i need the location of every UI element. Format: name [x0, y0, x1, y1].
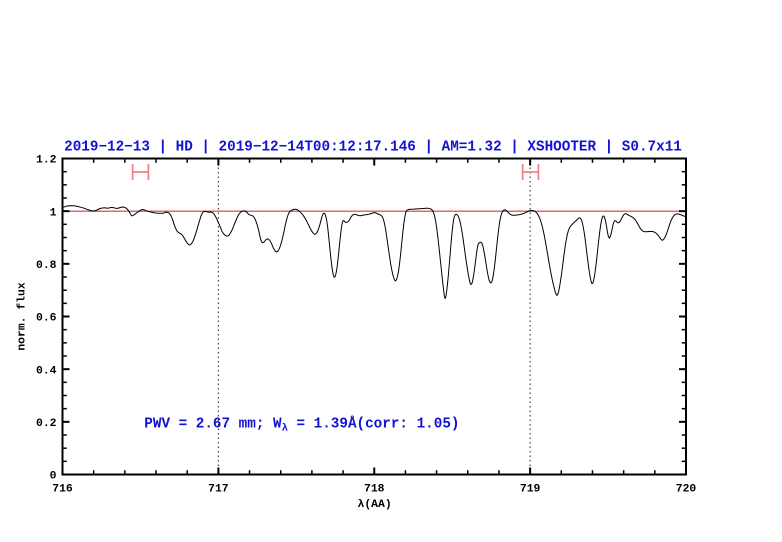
svg-text:PWV = 2.67 mm; Wλ = 1.39Å(corr: PWV = 2.67 mm; Wλ = 1.39Å(corr: 1.05): [144, 415, 459, 434]
svg-text:720: 720: [676, 484, 697, 496]
svg-text:0.6: 0.6: [36, 313, 57, 325]
svg-text:718: 718: [364, 484, 385, 496]
svg-text:716: 716: [52, 484, 73, 496]
svg-text:717: 717: [208, 484, 229, 496]
svg-text:0.8: 0.8: [36, 260, 57, 272]
svg-text:λ(AA): λ(AA): [358, 499, 392, 511]
svg-text:0.4: 0.4: [36, 365, 57, 377]
svg-text:1.2: 1.2: [36, 155, 57, 167]
svg-text:1: 1: [50, 207, 57, 219]
svg-text:norm. flux: norm. flux: [17, 282, 29, 351]
svg-text:719: 719: [520, 484, 541, 496]
svg-text:0: 0: [50, 471, 57, 483]
svg-text:0.2: 0.2: [36, 418, 57, 430]
svg-text:2019−12−13 | HD | 2019−12−14T0: 2019−12−13 | HD | 2019−12−14T00:12:17.14…: [64, 139, 682, 155]
